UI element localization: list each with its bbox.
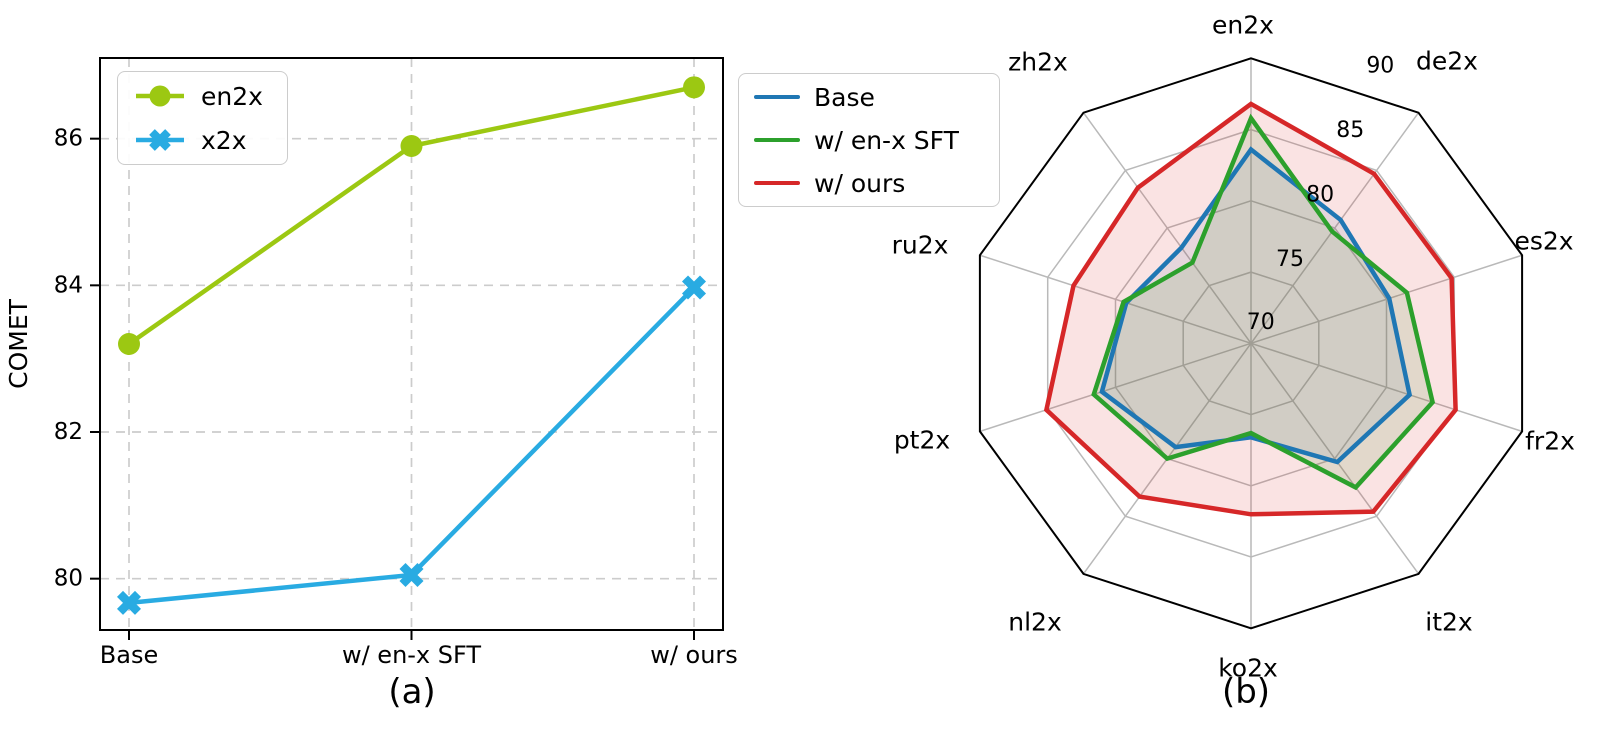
radar-rtick-label: 70 <box>1247 310 1275 335</box>
radar-series-w/ ours <box>1043 101 1458 517</box>
radar-axis-label-fr2x: fr2x <box>1525 427 1575 456</box>
panel-b-caption: (b) <box>1221 672 1271 712</box>
x2x-marker <box>116 590 142 615</box>
radar-rtick-label: 90 <box>1366 53 1394 78</box>
radar-series-Base <box>1099 146 1413 465</box>
legend-label: w/ ours <box>814 168 906 198</box>
radar-fill-Base <box>1101 149 1410 462</box>
x2x-marker <box>399 562 424 588</box>
radar-axis-label-de2x: de2x <box>1416 47 1478 76</box>
radar-fill-w/ ours <box>1046 103 1456 515</box>
radar-gridline-ring <box>1114 200 1388 487</box>
radar-axis-label-ru2x: ru2x <box>892 231 949 260</box>
legend-item-en2x: en2x <box>133 74 287 118</box>
radar-gridline-ring <box>1046 128 1456 558</box>
legend-label: x2x <box>201 125 247 155</box>
legend-label: en2x <box>201 81 263 111</box>
radar-fill-w/ en-x SFT <box>1093 118 1433 488</box>
w/ ours-legend-swatch <box>754 180 800 186</box>
legend-item-w/ ours: w/ ours <box>754 162 999 205</box>
y-tick-label: 86 <box>54 126 83 152</box>
radar-rtick-label: 75 <box>1276 247 1304 272</box>
y-tick-label: 80 <box>54 566 83 592</box>
en2x-legend-swatch <box>136 85 184 107</box>
legend-item-x2x: x2x <box>133 118 287 162</box>
y-tick-label: 84 <box>54 272 83 298</box>
legend-item-Base: Base <box>754 76 999 119</box>
radar-rtick-label: 85 <box>1336 118 1364 143</box>
radar-axis-label-pt2x: pt2x <box>894 426 950 455</box>
panel-a-caption: (a) <box>388 672 436 712</box>
legend-label: w/ en-x SFT <box>814 125 959 155</box>
x2x-legend-swatch <box>136 129 184 151</box>
radar-rtick-label: 80 <box>1306 183 1334 208</box>
x-tick-label: w/ en-x SFT <box>342 641 481 669</box>
legend-item-w/ en-x SFT: w/ en-x SFT <box>754 119 999 162</box>
radar-axis-label-zh2x: zh2x <box>1008 48 1068 77</box>
radar-chart-canvas: en2x de2x es2x fr2x it2x ko2x nl2x pt2x ru2x zh2x… <box>892 11 1575 683</box>
radar-outer-frame <box>978 57 1524 630</box>
x-tick-label: Base <box>100 641 158 669</box>
radar-axis-label-it2x: it2x <box>1425 608 1472 637</box>
en2x-marker <box>400 135 423 157</box>
radar-series-w/ en-x SFT <box>1091 113 1436 491</box>
legend-label: Base <box>814 82 875 112</box>
panel-b-legend: Base w/ en-x SFT w/ ours <box>738 73 1000 207</box>
panel-b-radar-chart: en2x de2x es2x fr2x it2x ko2x nl2x pt2x ru2x zh2x… <box>740 0 1600 740</box>
radar-axis-label-nl2x: nl2x <box>1008 608 1062 637</box>
line-chart-canvas: 80 82 84 86 Base w/ en-x SFT w/ ours COMET <box>4 57 738 669</box>
panel-a-line-chart: 80 82 84 86 Base w/ en-x SFT w/ ours COMET <box>0 0 740 740</box>
Base-legend-swatch <box>754 94 800 100</box>
x2x-marker <box>681 275 707 300</box>
y-axis-label: COMET <box>4 298 33 388</box>
radar-axis-label-es2x: es2x <box>1514 227 1573 256</box>
radar-gridline-ring <box>1182 271 1320 416</box>
w/ en-x SFT-legend-swatch <box>754 137 800 143</box>
panel-a-legend: en2x x2x <box>117 71 288 165</box>
radar-axis-label-en2x: en2x <box>1212 11 1274 40</box>
en2x-marker <box>118 333 140 355</box>
en2x-marker <box>683 76 705 99</box>
radar-axis-label-ko2x: ko2x <box>1218 654 1278 683</box>
y-tick-label: 82 <box>54 419 83 445</box>
x-tick-label: w/ ours <box>650 641 738 669</box>
